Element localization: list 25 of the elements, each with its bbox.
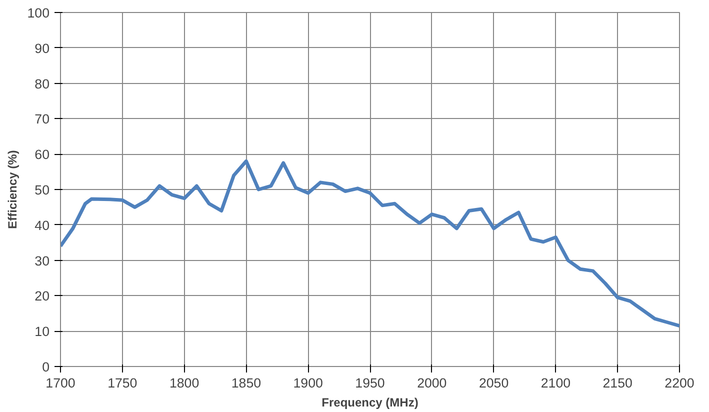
- y-tick-label: 50: [34, 182, 50, 198]
- y-tick-label: 60: [34, 147, 50, 162]
- y-tick-label: 40: [34, 218, 50, 233]
- y-tick-label: 30: [34, 253, 50, 268]
- x-tick-label: 2050: [478, 376, 509, 390]
- x-tick-label: 2150: [602, 376, 632, 390]
- y-tick-label: 0: [42, 360, 50, 374]
- y-tick-label: 80: [34, 76, 50, 92]
- y-tick-label: 10: [34, 324, 50, 340]
- x-tick-label: 2000: [417, 376, 447, 390]
- x-tick-label: 1800: [169, 376, 200, 390]
- x-tick-label: 1700: [46, 376, 76, 390]
- y-tick-label: 90: [34, 40, 50, 56]
- y-axis-title: Efficiency (%): [5, 150, 20, 229]
- line-series: [60, 159, 680, 328]
- x-tick-label: 1900: [293, 376, 323, 390]
- y-tick-label: 20: [34, 288, 50, 304]
- y-tick-label: 100: [27, 6, 50, 20]
- x-tick-label: 1750: [108, 376, 138, 390]
- y-tick-label: 70: [34, 112, 50, 127]
- x-tick-label: 1950: [355, 376, 385, 390]
- x-tick-label: 2200: [664, 376, 694, 390]
- x-tick-label: 1850: [231, 376, 262, 390]
- x-axis-title: Frequency (MHz): [322, 396, 418, 410]
- x-tick-label: 2100: [540, 376, 571, 390]
